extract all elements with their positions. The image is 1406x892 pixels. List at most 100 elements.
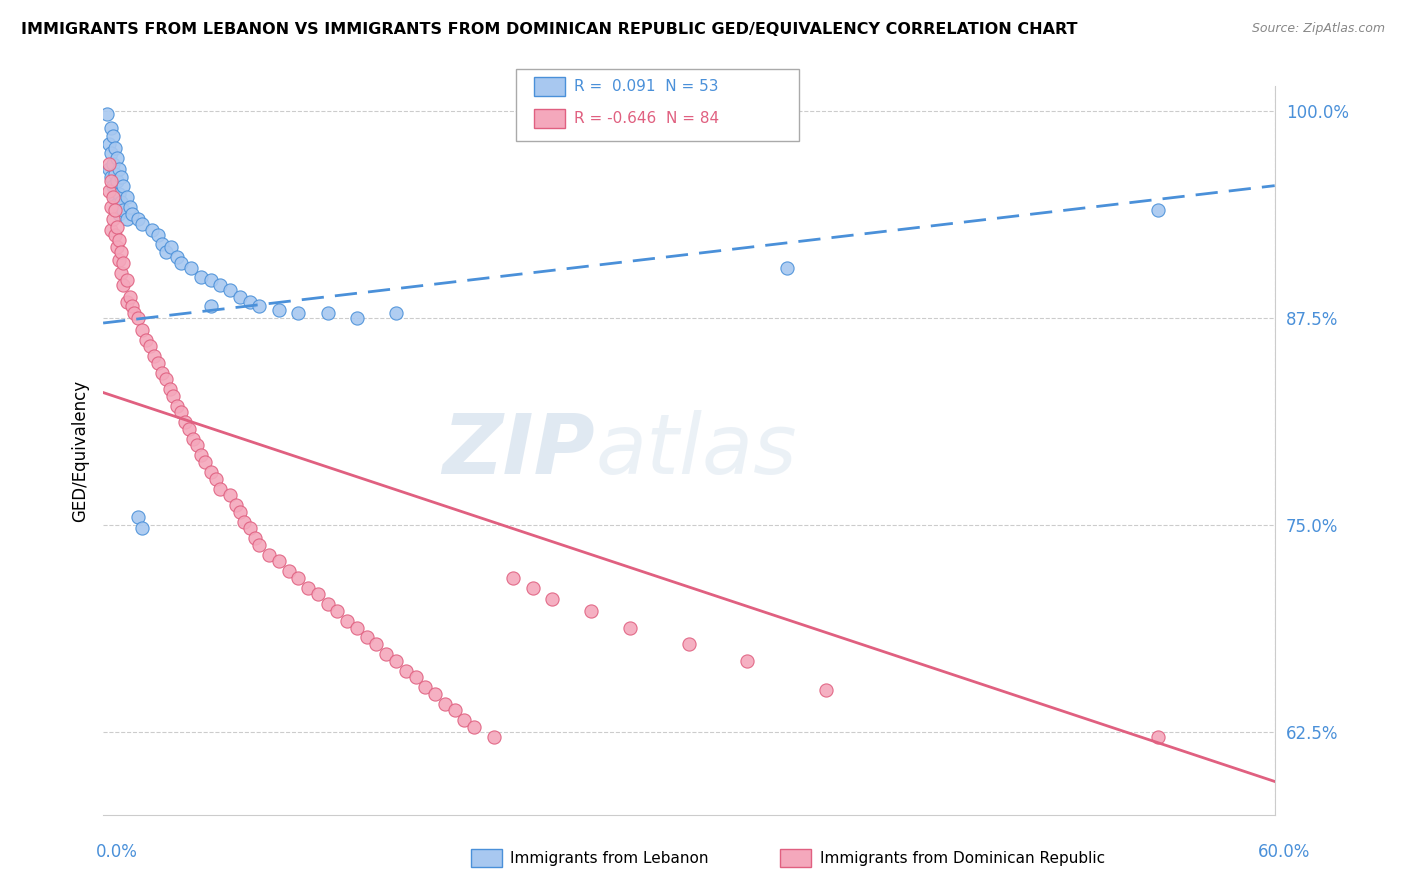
Point <box>209 482 232 496</box>
Point <box>166 399 188 413</box>
Point <box>180 261 202 276</box>
Point <box>104 167 127 181</box>
Point <box>146 356 169 370</box>
Point <box>115 273 138 287</box>
Point <box>100 223 122 237</box>
Point <box>174 415 197 429</box>
Point <box>101 128 124 143</box>
Point <box>200 273 222 287</box>
Point <box>104 203 127 218</box>
Point <box>100 174 122 188</box>
Point <box>225 498 247 512</box>
Point <box>433 697 456 711</box>
Point <box>257 548 280 562</box>
Point <box>190 449 212 463</box>
Point <box>105 197 128 211</box>
Point <box>141 223 163 237</box>
Point <box>316 306 339 320</box>
Point <box>101 157 124 171</box>
Point <box>107 207 129 221</box>
Point <box>287 306 309 320</box>
Point <box>277 564 299 578</box>
Text: 60.0%: 60.0% <box>1258 843 1310 861</box>
Point <box>453 713 475 727</box>
Point <box>170 256 193 270</box>
Point <box>127 509 149 524</box>
Text: Immigrants from Lebanon: Immigrants from Lebanon <box>510 851 709 865</box>
Point <box>287 571 309 585</box>
Point <box>336 614 359 628</box>
Point <box>107 162 129 177</box>
Point <box>205 472 228 486</box>
Point <box>111 256 134 270</box>
Point <box>100 200 122 214</box>
Point <box>247 300 270 314</box>
Point <box>107 186 129 201</box>
Point <box>297 581 319 595</box>
Point <box>366 637 388 651</box>
Point <box>190 269 212 284</box>
Point <box>104 228 127 243</box>
Point <box>105 151 128 165</box>
Point <box>245 531 267 545</box>
Point <box>135 333 157 347</box>
Point <box>160 240 183 254</box>
Point <box>385 306 408 320</box>
Point <box>177 422 200 436</box>
Point <box>127 311 149 326</box>
Point <box>131 323 153 337</box>
Point <box>121 207 143 221</box>
Point <box>385 654 408 668</box>
Point <box>316 598 339 612</box>
Point <box>115 190 138 204</box>
Point <box>98 184 121 198</box>
Point <box>104 140 127 154</box>
Y-axis label: GED/Equivalency: GED/Equivalency <box>72 379 89 522</box>
Point <box>239 521 262 535</box>
Point <box>107 233 129 247</box>
Point <box>127 211 149 226</box>
Point <box>194 455 217 469</box>
Point <box>463 720 485 734</box>
Text: R =  0.091  N = 53: R = 0.091 N = 53 <box>574 79 718 94</box>
Point <box>100 145 122 160</box>
Point <box>124 306 146 320</box>
Point <box>229 289 252 303</box>
Point <box>155 244 177 259</box>
Point <box>110 195 132 210</box>
Point <box>1146 203 1168 218</box>
Point <box>307 587 329 601</box>
Point <box>200 465 222 479</box>
Point <box>98 162 121 177</box>
Point <box>159 382 181 396</box>
Text: Source: ZipAtlas.com: Source: ZipAtlas.com <box>1251 22 1385 36</box>
Point <box>111 178 134 193</box>
Point <box>155 372 177 386</box>
Point <box>678 637 700 651</box>
Point <box>131 521 153 535</box>
Point <box>107 253 129 268</box>
Point <box>105 174 128 188</box>
Point <box>814 683 837 698</box>
Point <box>110 266 132 280</box>
Point <box>267 302 290 317</box>
Point <box>346 621 368 635</box>
Point <box>150 366 173 380</box>
Point <box>522 581 544 595</box>
Text: atlas: atlas <box>595 410 797 491</box>
Point <box>115 211 138 226</box>
Point <box>101 178 124 193</box>
Point <box>100 120 122 135</box>
Point <box>413 680 436 694</box>
Point <box>96 107 118 121</box>
Point <box>98 157 121 171</box>
Text: IMMIGRANTS FROM LEBANON VS IMMIGRANTS FROM DOMINICAN REPUBLIC GED/EQUIVALENCY CO: IMMIGRANTS FROM LEBANON VS IMMIGRANTS FR… <box>21 22 1077 37</box>
Point <box>229 505 252 519</box>
Point <box>142 349 165 363</box>
Text: Immigrants from Dominican Republic: Immigrants from Dominican Republic <box>820 851 1105 865</box>
Point <box>581 604 603 618</box>
Point <box>121 300 143 314</box>
Point <box>232 515 254 529</box>
Point <box>146 228 169 243</box>
Point <box>100 170 122 185</box>
